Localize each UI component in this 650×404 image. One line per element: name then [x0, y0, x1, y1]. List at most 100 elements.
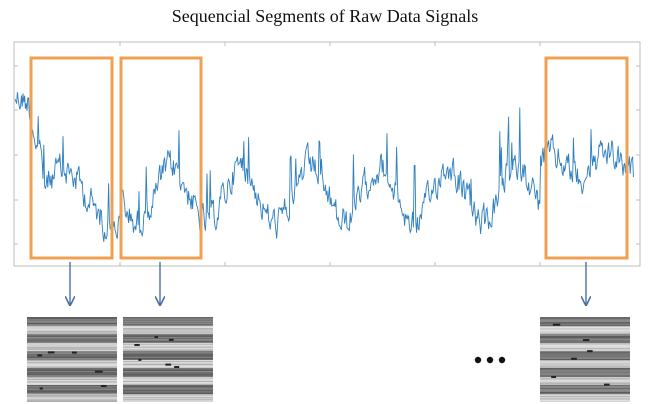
image-speck: [174, 366, 179, 368]
image-row: [123, 382, 213, 383]
image-speck: [48, 351, 55, 353]
image-row: [27, 330, 117, 331]
image-row: [123, 393, 213, 394]
image-row: [123, 318, 213, 319]
image-row: [123, 400, 213, 401]
image-row: [27, 368, 117, 369]
image-row: [27, 376, 117, 377]
image-row: [123, 383, 213, 384]
image-row: [123, 341, 213, 342]
image-row: [123, 394, 213, 395]
image-row: [540, 327, 630, 328]
image-speck: [551, 376, 556, 378]
image-row: [123, 358, 213, 359]
image-row: [123, 362, 213, 363]
image-speck: [587, 350, 593, 352]
image-row: [123, 369, 213, 370]
image-row: [540, 354, 630, 355]
image-row: [540, 329, 630, 330]
image-row: [540, 385, 630, 386]
image-row: [27, 328, 117, 329]
image-row: [27, 380, 117, 381]
image-row: [123, 368, 213, 369]
image-row: [123, 396, 213, 397]
image-row: [27, 332, 117, 333]
image-row: [540, 382, 630, 383]
image-speck: [134, 344, 139, 346]
image-row: [123, 378, 213, 379]
image-row: [123, 384, 213, 385]
image-row: [27, 336, 117, 337]
image-row: [123, 370, 213, 371]
image-row: [540, 319, 630, 320]
image-row: [540, 387, 630, 388]
image-row: [123, 355, 213, 356]
image-row: [123, 347, 213, 348]
image-row: [123, 371, 213, 372]
image-row: [123, 326, 213, 327]
image-row: [27, 372, 117, 373]
image-row: [123, 343, 213, 344]
image-row: [27, 320, 117, 321]
ellipsis: [475, 357, 505, 363]
image-row: [27, 363, 117, 364]
image-speck: [155, 336, 158, 338]
image-row: [123, 376, 213, 377]
image-row: [540, 334, 630, 335]
image-row: [123, 335, 213, 336]
image-row: [540, 391, 630, 392]
image-row: [540, 333, 630, 334]
image-row: [123, 321, 213, 322]
image-row: [540, 349, 630, 350]
image-row: [540, 368, 630, 369]
image-row: [27, 349, 117, 350]
image-row: [123, 338, 213, 339]
image-row: [27, 357, 117, 358]
image-row: [540, 399, 630, 400]
image-row: [540, 362, 630, 363]
image-row: [123, 325, 213, 326]
image-row: [540, 342, 630, 343]
image-row: [540, 379, 630, 380]
image-row: [123, 317, 213, 318]
image-row: [540, 341, 630, 342]
image-row: [540, 347, 630, 348]
image-row: [27, 321, 117, 322]
image-row: [27, 325, 117, 326]
image-row: [540, 320, 630, 321]
image-row: [27, 334, 117, 335]
image-row: [27, 342, 117, 343]
image-row: [27, 393, 117, 394]
image-row: [123, 388, 213, 389]
image-row: [27, 382, 117, 383]
image-row: [123, 377, 213, 378]
image-row: [27, 345, 117, 346]
image-row: [540, 371, 630, 372]
image-row: [27, 337, 117, 338]
image-row: [540, 359, 630, 360]
image-speck: [138, 359, 141, 361]
image-speck: [72, 352, 77, 354]
image-row: [27, 348, 117, 349]
image-row: [123, 334, 213, 335]
image-row: [27, 327, 117, 328]
diagram: Sequencial Segments of Raw Data Signals: [0, 0, 650, 404]
image-row: [123, 389, 213, 390]
image-row: [123, 329, 213, 330]
image-row: [540, 343, 630, 344]
image-row: [540, 400, 630, 401]
image-row: [27, 375, 117, 376]
image-row: [540, 357, 630, 358]
image-row: [540, 388, 630, 389]
image-speck: [95, 371, 103, 373]
image-row: [27, 340, 117, 341]
image-row: [540, 389, 630, 390]
image-row: [27, 381, 117, 382]
image-row: [123, 340, 213, 341]
image-row: [123, 337, 213, 338]
image-row: [27, 352, 117, 353]
image-row: [27, 317, 117, 318]
image-row: [540, 356, 630, 357]
image-row: [540, 353, 630, 354]
image-speck: [583, 339, 589, 341]
